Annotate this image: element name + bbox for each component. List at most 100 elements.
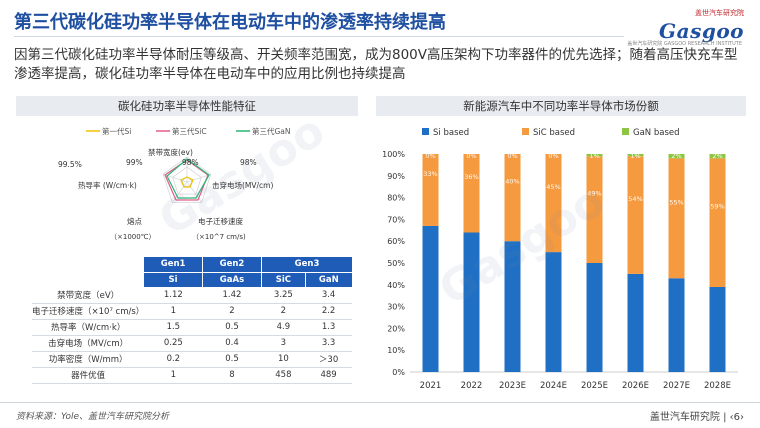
legend-label: SiC based [533, 128, 575, 138]
bar-segment [463, 232, 480, 372]
y-tick-label: 50% [387, 259, 405, 268]
data-label: 59% [710, 203, 724, 211]
table-cell: 1 [144, 367, 203, 384]
table-cell: 4.9 [261, 319, 306, 336]
bar-segment [627, 273, 644, 372]
table-cell: 8 [202, 367, 262, 384]
page-title: 第三代碳化硅功率半导体在电动车中的渗透率持续提高 [14, 12, 446, 33]
radar-pct-breakdown: 98% [240, 158, 257, 167]
bar-segment [545, 252, 562, 372]
left-panel-heading: 碳化硅功率半导体性能特征 [16, 96, 358, 116]
table-cell: 10 [261, 351, 306, 368]
x-tick-label: 2025E [581, 381, 608, 391]
x-tick-label: 2028E [704, 381, 731, 391]
page-number: 盖世汽车研究院 | ‹6› [649, 412, 744, 423]
bar-segment [586, 156, 603, 263]
y-tick-label: 0% [392, 368, 405, 377]
radar-series-sic [164, 159, 209, 201]
y-tick-label: 10% [387, 346, 405, 355]
table-header-groups: Gen1 Gen2 Gen3 [32, 257, 352, 273]
table-cell: 0.2 [144, 351, 203, 368]
data-label: 0% [425, 152, 435, 160]
table-cell: 0.5 [202, 351, 262, 368]
legend-label-sic: 第三代SiC [172, 126, 207, 136]
bar-segment [709, 154, 726, 159]
logo-name: Gasgoo [659, 19, 744, 43]
radar-axis-bandgap: 禁带宽度(ev) [148, 147, 193, 157]
data-label: 33% [423, 170, 437, 178]
bar-segment [463, 154, 480, 233]
bar-segment [668, 278, 685, 372]
y-tick-label: 90% [387, 172, 405, 181]
legend-label-gan: 第三代GaN [252, 126, 291, 136]
legend-label-si: 第一代Si [102, 126, 131, 136]
data-label: 1% [630, 152, 640, 160]
radar-axis-mobility: 电子迁移速度 [198, 216, 243, 226]
table-row: 禁带宽度（eV） 1.12 1.42 3.25 3.4 [32, 287, 352, 304]
table-cell: 3.4 [305, 287, 352, 304]
bar-segment [586, 263, 603, 372]
bar-segment [668, 154, 685, 159]
table-cell: 1.42 [202, 287, 262, 304]
radar-chart: 第一代Si 第三代SiC 第三代GaN 禁带宽度(ev) 98% 击穿电场(MV… [58, 126, 291, 241]
table-group-gen3: Gen3 [261, 257, 352, 273]
radar-pct-bandgap: 98% [182, 158, 199, 167]
x-tick-label: 2021 [420, 381, 442, 391]
y-tick-label: 40% [387, 281, 405, 290]
gasgoo-logo: 盖世汽车研究院 Gasgoo 盖世汽车研究院 GASGOO RESEARCH I… [627, 8, 744, 47]
table-row: 电子迁移速度（×10⁷ cm/s） 1 2 2 2.2 [32, 303, 352, 320]
table-cell: 1.5 [144, 319, 203, 336]
table-cell: 1.12 [144, 287, 203, 304]
x-tick-label: 2024E [540, 381, 567, 391]
table-cell: 3.25 [261, 287, 306, 304]
source-note: 资料来源：Yole、盖世汽车研究院分析 [16, 412, 170, 422]
table-cell: 2 [261, 303, 306, 320]
table-cell: 489 [305, 367, 352, 384]
table-material-gaas: GaAs [201, 272, 262, 288]
y-tick-label: 20% [387, 324, 405, 333]
table-cell: 3.3 [305, 335, 352, 352]
bar-segment [545, 154, 562, 253]
x-tick-label: 2026E [622, 381, 649, 391]
data-label: 54% [628, 195, 642, 203]
radar-axis-mobility-unit: （×10^7 cm/s) [192, 233, 246, 241]
bar-segment [627, 156, 644, 274]
bar-segment [422, 154, 439, 226]
table-cell: 0.4 [202, 335, 262, 352]
legend-swatch [422, 128, 429, 135]
table-row: 器件优值 1 8 458 489 [32, 367, 352, 384]
table-row: 击穿电场（MV/cm） 0.25 0.4 3 3.3 [32, 335, 352, 352]
table-row: 功率密度（W/mm） 0.2 0.5 10 ＞30 [32, 351, 352, 368]
title-divider [14, 36, 624, 37]
table-row-label: 电子迁移速度（×10⁷ cm/s） [32, 303, 145, 320]
table-row-label: 禁带宽度（eV） [32, 287, 145, 304]
data-label: 0% [548, 152, 558, 160]
radar-series-si [180, 176, 194, 188]
data-label: 55% [669, 198, 683, 206]
logo-sub-text: 盖世汽车研究院 GASGOO RESEARCH INSTITUTE [627, 41, 742, 47]
table-cell: 0.5 [202, 319, 262, 336]
data-label: 1% [589, 152, 599, 160]
table-material-sic: SiC [261, 272, 306, 288]
radar-pct-thermal: 99% [126, 158, 143, 167]
legend-label: Si based [433, 128, 469, 138]
legend-swatch [522, 128, 529, 135]
table-header-materials: Si GaAs SiC GaN [32, 272, 352, 288]
bar-segment [504, 154, 521, 242]
y-tick-label: 100% [382, 150, 405, 159]
bar-segment [586, 154, 603, 157]
footer-divider [0, 402, 760, 403]
bar-segment [422, 225, 439, 372]
logo-top-text: 盖世汽车研究院 [695, 9, 744, 17]
semiconductor-spec-table: Gen1 Gen2 Gen3 Si GaAs SiC GaN 禁带宽度（eV） … [32, 257, 352, 384]
x-tick-label: 2023E [499, 381, 526, 391]
y-tick-label: 30% [387, 303, 405, 312]
radar-axis-breakdown: 击穿电场(MV/cm) [212, 180, 273, 190]
table-group-gen1: Gen1 [144, 257, 203, 273]
bar-segment [709, 158, 726, 287]
bar-segment [668, 158, 685, 279]
table-row: 热导率（W/cm·k） 1.5 0.5 4.9 1.3 [32, 319, 352, 336]
y-tick-label: 60% [387, 237, 405, 246]
bar-segment [504, 241, 521, 372]
table-row-label: 器件优值 [32, 367, 145, 384]
